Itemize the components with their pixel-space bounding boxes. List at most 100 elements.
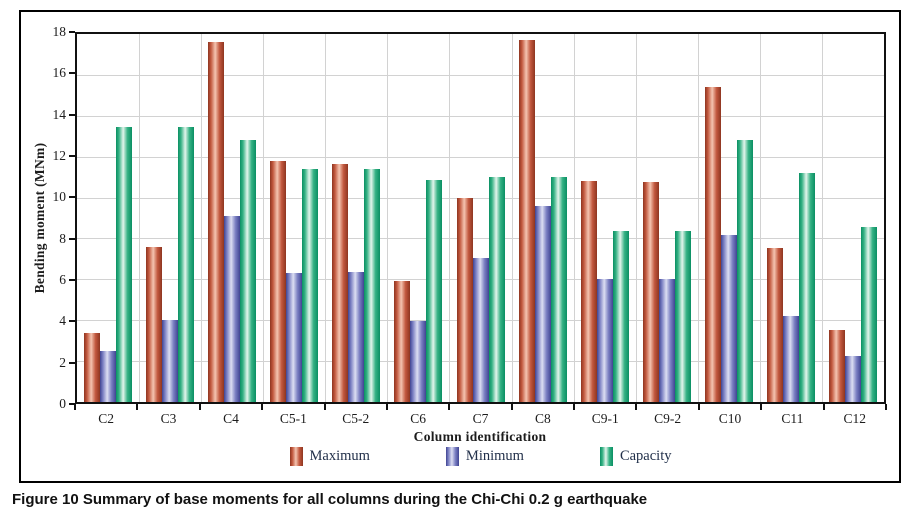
bar-group-c7 [456, 34, 505, 402]
bar-capacity-c2 [116, 127, 133, 402]
bar-group-c8 [518, 34, 567, 402]
bar-capacity-c3 [178, 127, 195, 402]
y-tick-mark [69, 237, 75, 240]
bar-minimum-c9-2 [658, 279, 675, 402]
x-tick-label-c9-1: C9-1 [591, 411, 619, 426]
bar-minimum-c2 [100, 350, 117, 402]
y-tick-label-12: 12 [52, 148, 67, 163]
v-gridline [697, 34, 699, 402]
x-tick-label-c11: C11 [781, 411, 804, 426]
y-tick-label-16: 16 [52, 65, 67, 81]
x-tick-mark [261, 404, 264, 410]
bar-maximum-c7 [456, 197, 473, 402]
y-tick-mark [69, 72, 75, 75]
x-tick-mark [198, 404, 201, 410]
v-gridline [573, 34, 575, 402]
bar-minimum-c8 [534, 205, 551, 402]
v-gridline [263, 34, 265, 402]
v-gridline [821, 34, 823, 402]
y-axis-title: Bending moment (MNm) [32, 142, 47, 294]
x-tick-label-c12: C12 [843, 411, 867, 426]
bar-capacity-c5-2 [364, 168, 381, 402]
v-gridline [201, 34, 203, 402]
bar-capacity-c5-1 [302, 168, 319, 402]
bar-minimum-c5-1 [286, 273, 303, 402]
bar-group-c9-2 [642, 34, 691, 402]
y-tick-label-18: 18 [52, 24, 67, 39]
x-axis-title: Column identification [413, 429, 547, 444]
bar-maximum-c9-1 [580, 181, 597, 402]
legend-item-minimum: Minimum [445, 447, 524, 466]
bar-minimum-c7 [472, 257, 489, 402]
legend-label-capacity: Capacity [619, 448, 672, 464]
legend-swatch-maximum [289, 447, 303, 466]
chart-legend: Maximum Minimum Capacity [75, 447, 886, 466]
legend-item-maximum: Maximum [289, 447, 370, 466]
x-tick-mark [323, 404, 326, 410]
legend-item-capacity: Capacity [599, 447, 672, 466]
x-tick-mark [635, 404, 638, 410]
bar-maximum-c3 [146, 246, 163, 402]
y-tick-label-14: 14 [52, 106, 67, 122]
bar-capacity-c12 [860, 227, 877, 402]
y-tick-mark [69, 279, 75, 281]
x-tick-mark [136, 404, 139, 410]
x-tick-label-c7: C7 [472, 411, 489, 426]
bar-minimum-c10 [720, 235, 737, 402]
bar-minimum-c12 [844, 356, 861, 402]
y-tick-label-0: 0 [59, 396, 66, 411]
y-tick-mark [69, 31, 75, 33]
y-tick-label-8: 8 [59, 230, 66, 246]
figure-caption: Figure 10 Summary of base moments for al… [12, 491, 902, 508]
x-tick-label-c4: C4 [223, 411, 239, 426]
figure-caption-text: Summary of base moments for all columns … [78, 491, 648, 508]
x-tick-label-c6: C6 [410, 411, 426, 426]
bar-group-c4 [208, 34, 257, 402]
bar-capacity-c9-2 [674, 231, 691, 402]
bar-group-c12 [828, 34, 877, 402]
bar-group-c3 [146, 34, 195, 402]
x-tick-label-c9-2: C9-2 [654, 411, 682, 426]
bar-capacity-c11 [798, 173, 815, 402]
v-gridline [449, 34, 451, 402]
bar-group-c10 [704, 34, 753, 402]
x-tick-mark [510, 404, 513, 410]
bar-capacity-c4 [240, 140, 257, 402]
bar-group-c5-2 [332, 34, 381, 402]
x-tick-mark [74, 404, 76, 410]
bar-minimum-c11 [782, 316, 799, 402]
x-tick-mark [760, 404, 763, 410]
h-gridline [77, 238, 884, 240]
bar-maximum-c5-1 [270, 160, 287, 402]
h-gridline [77, 197, 884, 199]
y-tick-label-10: 10 [52, 189, 67, 205]
bar-minimum-c3 [162, 320, 179, 402]
bar-minimum-c6 [410, 321, 427, 402]
x-tick-mark [573, 404, 576, 410]
y-tick-mark [69, 320, 75, 323]
x-tick-mark [385, 404, 388, 410]
legend-swatch-minimum [445, 447, 459, 466]
bar-capacity-c6 [426, 180, 443, 402]
v-gridline [325, 34, 327, 402]
x-tick-label-c10: C10 [718, 411, 742, 426]
bar-group-c9-1 [580, 34, 629, 402]
x-tick-mark [822, 404, 825, 410]
bar-capacity-c8 [550, 177, 567, 402]
bar-maximum-c4 [208, 42, 225, 402]
bar-capacity-c10 [736, 140, 753, 402]
v-gridline [759, 34, 761, 402]
h-gridline [77, 156, 884, 158]
legend-label-minimum: Minimum [465, 448, 524, 464]
bar-maximum-c11 [766, 247, 783, 402]
x-tick-label-c5-1: C5-1 [279, 411, 307, 426]
v-gridline [635, 34, 637, 402]
x-tick-mark [697, 404, 700, 410]
x-tick-mark [448, 404, 451, 410]
bar-maximum-c12 [828, 330, 845, 402]
x-tick-label-c5-2: C5-2 [342, 411, 370, 426]
x-tick-label-c2: C2 [98, 411, 115, 426]
y-tick-label-6: 6 [59, 272, 66, 287]
bar-maximum-c2 [84, 332, 101, 402]
x-tick-mark [885, 404, 887, 410]
